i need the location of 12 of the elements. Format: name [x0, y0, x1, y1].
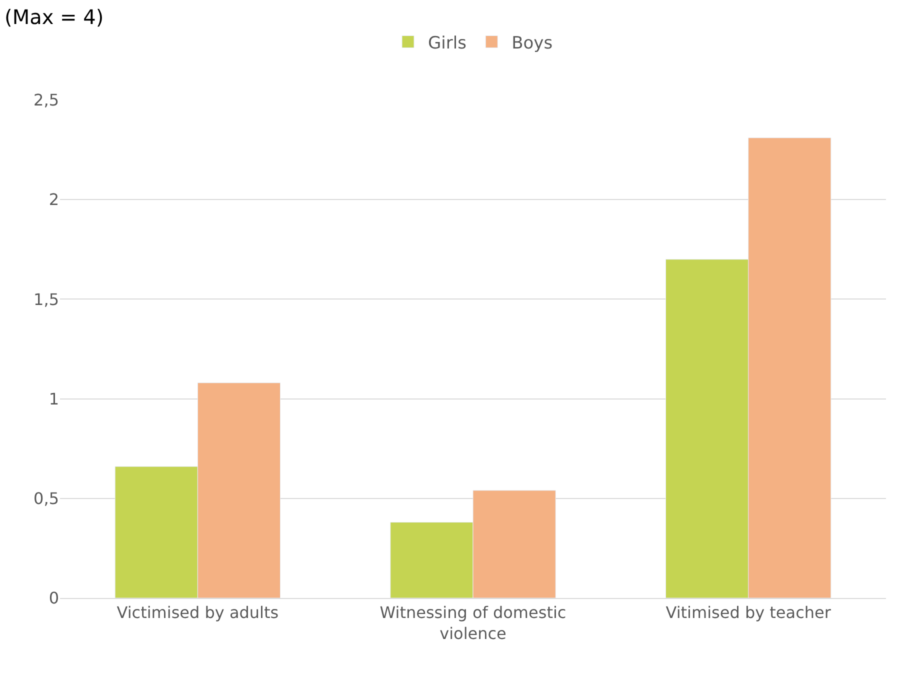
legend-label: Boys [512, 33, 553, 54]
y-tick-label: 2 [48, 190, 59, 210]
y-tick-label: 1,5 [34, 290, 59, 309]
x-tick-label: Witnessing of domestic violence [380, 603, 566, 643]
x-tick-label: Vitimised by teacher [666, 603, 832, 622]
legend-label: Girls [428, 33, 467, 54]
y-tick-label: 0 [48, 588, 59, 608]
y-tick-label: 1 [48, 389, 59, 408]
y-tick-label: 2,5 [34, 90, 59, 110]
y-tick-label: 0,5 [34, 489, 59, 508]
chart-title: (Max = 4) [4, 5, 104, 30]
x-tick-label: Victimised by adults [116, 603, 279, 622]
